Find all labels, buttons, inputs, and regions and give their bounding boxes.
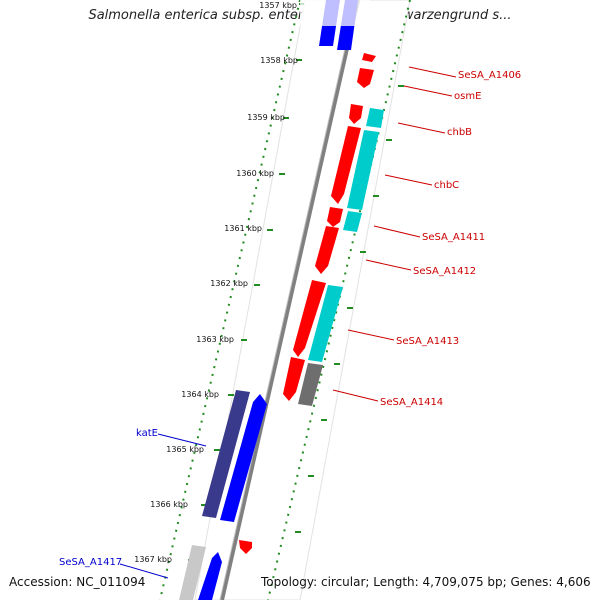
gene-SeSA_A1417-gray[interactable] <box>179 545 206 600</box>
gene-katE[interactable] <box>220 394 267 522</box>
tick-label: 1367 kbp <box>134 555 172 564</box>
tick-label: 1364 kbp <box>181 390 219 399</box>
gene-SeSA_A1411-cyan[interactable] <box>343 211 362 232</box>
tick-label: 1361 kbp <box>224 224 262 233</box>
label-SeSA_A1412: SeSA_A1412 <box>413 266 476 277</box>
gene-red-small[interactable] <box>239 540 252 554</box>
label-SeSA_A1406: SeSA_A1406 <box>458 70 521 81</box>
label-SeSA_A1417: SeSA_A1417 <box>59 557 122 568</box>
gene-SeSA_A1406[interactable] <box>362 53 376 62</box>
right-labels: SeSA_A1406 osmE chbB chbC SeSA_A1411 SeS… <box>332 66 521 408</box>
tick-label: 1359 kbp <box>247 113 285 122</box>
tick-label: 1362 kbp <box>210 279 248 288</box>
gene-blue-bottom[interactable] <box>198 552 222 600</box>
gene-navy[interactable] <box>202 390 250 518</box>
tick-label: 1363 kbp <box>196 335 234 344</box>
label-SeSA_A1414: SeSA_A1414 <box>380 397 443 408</box>
gene-chbB-red[interactable] <box>349 104 363 124</box>
label-chbB: chbB <box>447 127 472 138</box>
topology-text: Topology: circular; Length: 4,709,075 bp… <box>261 575 591 589</box>
tick-label: 1360 kbp <box>236 169 274 178</box>
left-labels: katE SeSA_A1417 <box>59 428 207 579</box>
gene-chbC-red[interactable] <box>331 126 361 204</box>
gene-SeSA_A1414-gray[interactable] <box>298 363 323 406</box>
label-SeSA_A1413: SeSA_A1413 <box>396 336 459 347</box>
guide-line-right <box>267 0 411 600</box>
tick-label: 1366 kbp <box>150 500 188 509</box>
gene-chbC-cyan[interactable] <box>347 130 379 210</box>
accession-text: Accession: NC_011094 <box>9 575 146 589</box>
title-fade <box>300 0 370 26</box>
label-osmE: osmE <box>454 91 481 102</box>
genome-backbone-highlight <box>219 0 357 600</box>
tick-label: 1365 kbp <box>166 445 204 454</box>
tick-labels: 1357 kbp 1358 kbp 1359 kbp 1360 kbp 1361… <box>134 1 298 564</box>
guide-line-left <box>159 0 301 600</box>
label-katE: katE <box>136 428 158 439</box>
label-chbC: chbC <box>434 180 459 191</box>
label-SeSA_A1411: SeSA_A1411 <box>422 232 485 243</box>
gene-SeSA_A1413-red[interactable] <box>293 280 326 357</box>
gene-chbB-cyan[interactable] <box>366 108 384 128</box>
gene-osmE[interactable] <box>357 68 374 88</box>
right-tick-marks <box>295 85 404 533</box>
genome-backbone <box>220 0 360 600</box>
tick-label: 1357 kbp <box>259 1 297 10</box>
gene-SeSA_A1413-cyan[interactable] <box>308 285 343 362</box>
gene-SeSA_A1411-red[interactable] <box>327 207 343 227</box>
gene-SeSA_A1414-red[interactable] <box>283 357 305 401</box>
tick-label: 1358 kbp <box>260 56 298 65</box>
gene-SeSA_A1412[interactable] <box>315 226 339 274</box>
